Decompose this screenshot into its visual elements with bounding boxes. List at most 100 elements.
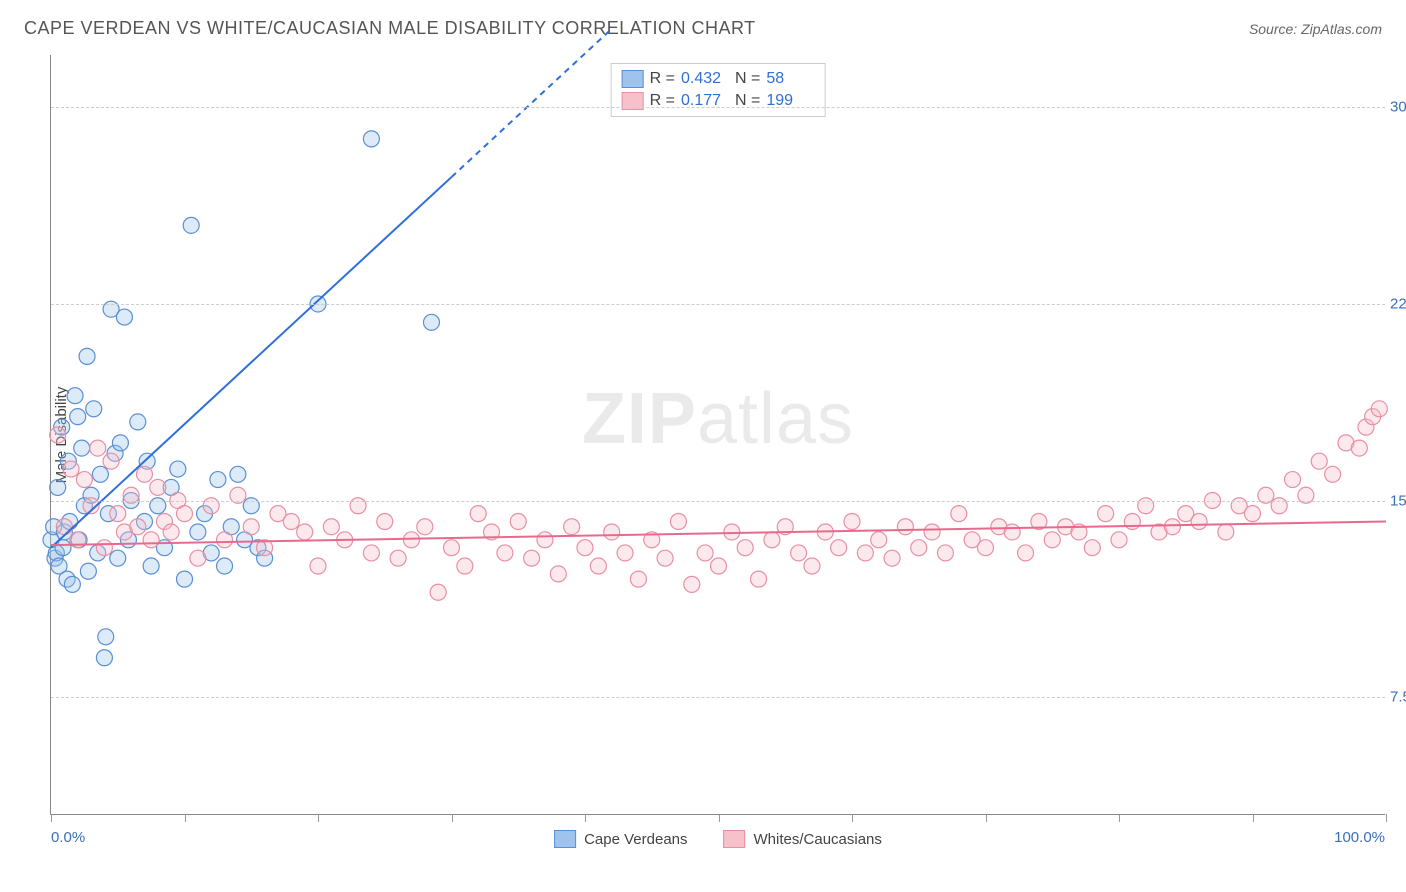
legend-row-blue: R = 0.432 N = 58	[622, 68, 815, 90]
data-point-whites_caucasians	[577, 540, 593, 556]
gridline	[51, 501, 1385, 502]
data-point-cape_verdeans	[183, 217, 199, 233]
data-point-whites_caucasians	[550, 566, 566, 582]
data-point-whites_caucasians	[497, 545, 513, 561]
swatch-pink-bottom	[724, 830, 746, 848]
x-tick	[51, 814, 52, 822]
data-point-whites_caucasians	[844, 513, 860, 529]
x-axis-max-label: 100.0%	[1334, 829, 1385, 846]
swatch-blue	[622, 70, 644, 88]
data-point-cape_verdeans	[130, 414, 146, 430]
data-point-whites_caucasians	[163, 524, 179, 540]
data-point-whites_caucasians	[143, 532, 159, 548]
data-point-cape_verdeans	[217, 558, 233, 574]
data-point-whites_caucasians	[1084, 540, 1100, 556]
data-point-whites_caucasians	[951, 506, 967, 522]
data-point-cape_verdeans	[50, 479, 66, 495]
gridline	[51, 304, 1385, 305]
data-point-cape_verdeans	[96, 650, 112, 666]
data-point-whites_caucasians	[1098, 506, 1114, 522]
data-point-whites_caucasians	[444, 540, 460, 556]
data-point-cape_verdeans	[116, 309, 132, 325]
data-point-whites_caucasians	[911, 540, 927, 556]
data-point-cape_verdeans	[74, 440, 90, 456]
gridline	[51, 697, 1385, 698]
data-point-cape_verdeans	[110, 550, 126, 566]
legend-r-label: R =	[650, 70, 675, 88]
x-axis-min-label: 0.0%	[51, 829, 85, 846]
data-point-cape_verdeans	[79, 348, 95, 364]
data-point-cape_verdeans	[86, 401, 102, 417]
data-point-whites_caucasians	[564, 519, 580, 535]
data-point-whites_caucasians	[1285, 472, 1301, 488]
data-point-whites_caucasians	[323, 519, 339, 535]
data-point-whites_caucasians	[457, 558, 473, 574]
data-point-whites_caucasians	[1164, 519, 1180, 535]
source-attribution: Source: ZipAtlas.com	[1249, 21, 1382, 37]
x-tick	[986, 814, 987, 822]
data-point-whites_caucasians	[978, 540, 994, 556]
x-tick	[1253, 814, 1254, 822]
chart-plot-area: Male Disability ZIPatlas R = 0.432 N = 5…	[50, 55, 1385, 815]
series-legend: Cape Verdeans Whites/Caucasians	[554, 830, 882, 848]
x-tick	[585, 814, 586, 822]
data-point-whites_caucasians	[751, 571, 767, 587]
data-point-cape_verdeans	[230, 466, 246, 482]
data-point-whites_caucasians	[1044, 532, 1060, 548]
x-tick	[852, 814, 853, 822]
data-point-whites_caucasians	[670, 513, 686, 529]
data-point-cape_verdeans	[64, 576, 80, 592]
data-point-whites_caucasians	[590, 558, 606, 574]
legend-item-pink: Whites/Caucasians	[724, 830, 882, 848]
y-tick-label: 15.0%	[1390, 492, 1406, 509]
data-point-whites_caucasians	[1218, 524, 1234, 540]
data-point-whites_caucasians	[510, 513, 526, 529]
data-point-whites_caucasians	[297, 524, 313, 540]
data-point-cape_verdeans	[70, 409, 86, 425]
data-point-cape_verdeans	[210, 472, 226, 488]
data-point-whites_caucasians	[1325, 466, 1341, 482]
swatch-blue-bottom	[554, 830, 576, 848]
data-point-whites_caucasians	[1245, 506, 1261, 522]
data-point-whites_caucasians	[697, 545, 713, 561]
data-point-whites_caucasians	[1111, 532, 1127, 548]
data-point-whites_caucasians	[243, 519, 259, 535]
data-point-whites_caucasians	[430, 584, 446, 600]
data-point-cape_verdeans	[190, 524, 206, 540]
data-point-whites_caucasians	[470, 506, 486, 522]
y-tick-label: 7.5%	[1390, 689, 1406, 706]
data-point-cape_verdeans	[363, 131, 379, 147]
data-point-whites_caucasians	[177, 506, 193, 522]
source-label: Source:	[1249, 21, 1301, 37]
trend-line-dashed-cape_verdeans	[452, 29, 612, 177]
data-point-whites_caucasians	[657, 550, 673, 566]
data-point-whites_caucasians	[50, 427, 66, 443]
data-point-whites_caucasians	[56, 519, 72, 535]
data-point-whites_caucasians	[684, 576, 700, 592]
data-point-whites_caucasians	[764, 532, 780, 548]
legend-label-pink: Whites/Caucasians	[754, 831, 882, 848]
data-point-cape_verdeans	[112, 435, 128, 451]
data-point-whites_caucasians	[103, 453, 119, 469]
data-point-whites_caucasians	[604, 524, 620, 540]
data-point-whites_caucasians	[403, 532, 419, 548]
data-point-whites_caucasians	[897, 519, 913, 535]
data-point-whites_caucasians	[1311, 453, 1327, 469]
data-point-whites_caucasians	[136, 466, 152, 482]
scatter-svg	[51, 55, 1385, 814]
data-point-whites_caucasians	[190, 550, 206, 566]
data-point-whites_caucasians	[377, 513, 393, 529]
trend-line-cape_verdeans	[51, 177, 452, 548]
data-point-whites_caucasians	[537, 532, 553, 548]
legend-n-blue: 58	[766, 70, 814, 88]
data-point-whites_caucasians	[90, 440, 106, 456]
data-point-whites_caucasians	[96, 540, 112, 556]
data-point-whites_caucasians	[1191, 513, 1207, 529]
data-point-whites_caucasians	[110, 506, 126, 522]
data-point-whites_caucasians	[1371, 401, 1387, 417]
chart-title: CAPE VERDEAN VS WHITE/CAUCASIAN MALE DIS…	[24, 18, 756, 39]
data-point-whites_caucasians	[791, 545, 807, 561]
x-tick	[1386, 814, 1387, 822]
x-tick	[452, 814, 453, 822]
header: CAPE VERDEAN VS WHITE/CAUCASIAN MALE DIS…	[0, 0, 1406, 49]
